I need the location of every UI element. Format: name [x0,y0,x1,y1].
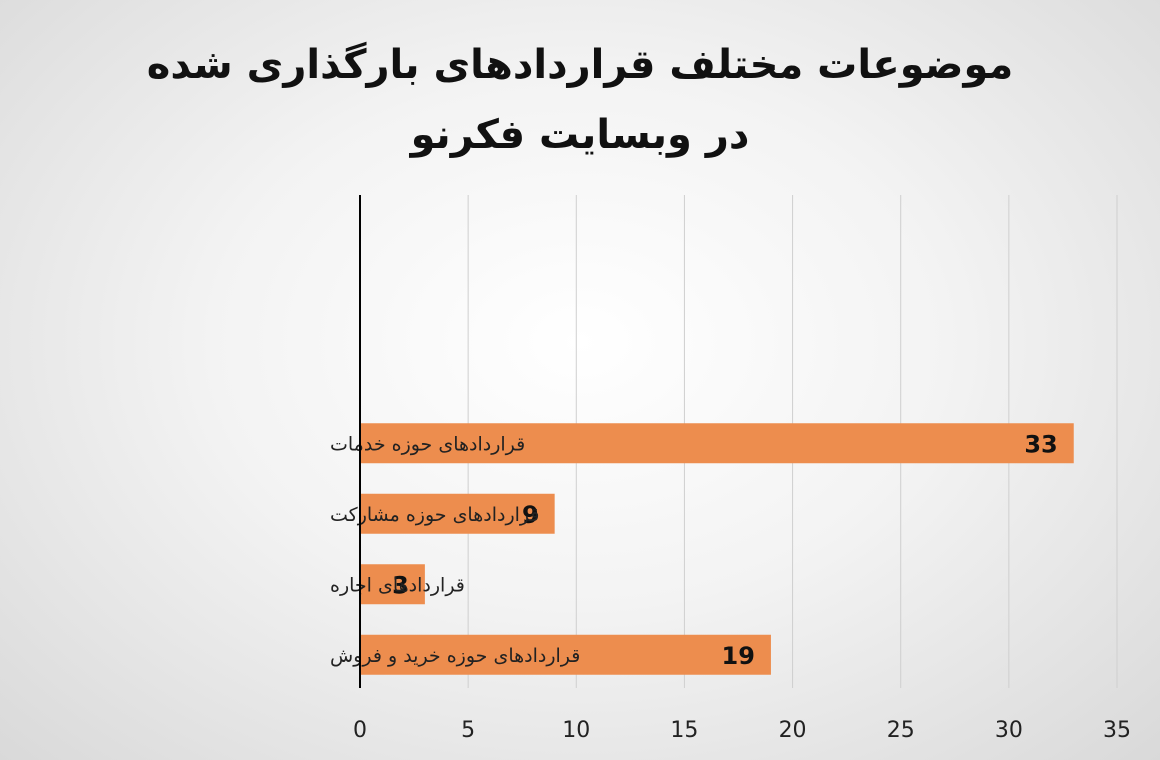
x-tick-label: 15 [670,718,698,743]
bar[interactable] [360,493,555,534]
bar[interactable] [360,423,1074,464]
x-tick-label: 35 [1103,718,1131,743]
x-tick-label: 0 [353,718,367,743]
x-tick-label: 30 [995,718,1023,743]
category-label: قراردادهای حوزه خرید و فروش [330,645,580,667]
bar[interactable] [360,564,425,605]
category-label: قراردادهای اجاره [330,574,465,596]
x-tick-label: 5 [461,718,475,743]
x-tick-label: 10 [562,718,590,743]
data-label: 3 [392,571,409,599]
x-tick-label: 25 [887,718,915,743]
data-label: 33 [1024,430,1057,458]
data-label: 9 [522,501,539,529]
category-label: قراردادهای حوزه خدمات [330,433,525,455]
data-label: 19 [722,642,755,670]
chart-title: موضوعات مختلف قراردادهای بارگذاری شده در… [146,42,1014,158]
bar[interactable] [360,634,771,675]
category-label: قراردادهای حوزه مشارکت [330,504,539,526]
x-tick-label: 20 [779,718,807,743]
